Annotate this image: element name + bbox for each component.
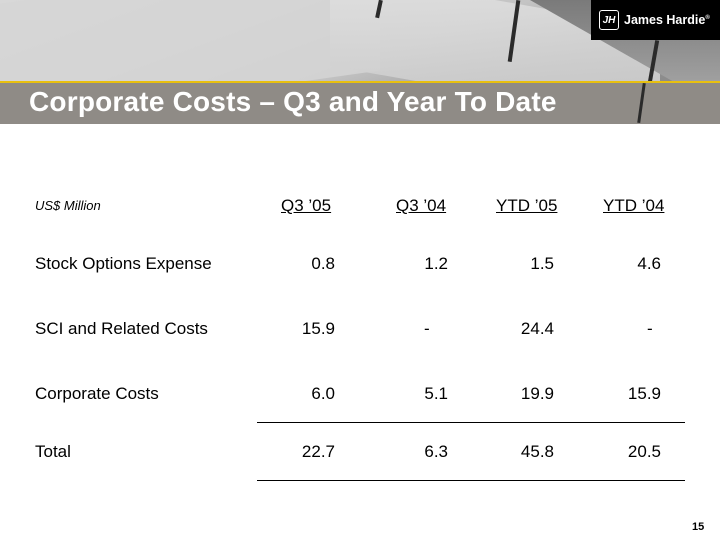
table-cell: - bbox=[424, 319, 430, 338]
table-cell: 1.5 bbox=[530, 254, 554, 273]
table-cell: 24.4 bbox=[520, 319, 554, 338]
accent-rule bbox=[0, 81, 720, 83]
row-label-total: Total bbox=[35, 442, 71, 461]
logo-text: James Hardie bbox=[624, 13, 706, 27]
table-cell: - bbox=[647, 319, 653, 338]
table-cell: 4.6 bbox=[637, 254, 661, 273]
unit-label: US$ Million bbox=[35, 198, 101, 213]
column-header-q3-05: Q3 ’05 bbox=[281, 196, 332, 215]
title-band bbox=[0, 83, 720, 124]
table-cell: 1.2 bbox=[424, 254, 448, 273]
row-label-stock-options: Stock Options Expense bbox=[35, 254, 212, 273]
table-cell: 22.7 bbox=[301, 442, 335, 461]
column-header-ytd-05: YTD ’05 bbox=[496, 196, 558, 215]
table-cell: 19.9 bbox=[520, 384, 554, 403]
column-header-ytd-04: YTD ’04 bbox=[603, 196, 665, 215]
table-cell: 20.5 bbox=[627, 442, 661, 461]
table-cell: 15.9 bbox=[301, 319, 335, 338]
table-cell: 15.9 bbox=[627, 384, 661, 403]
total-rule bbox=[257, 480, 685, 481]
page-title: Corporate Costs – Q3 and Year To Date bbox=[29, 86, 557, 117]
subtotal-rule bbox=[257, 422, 685, 423]
row-label-sci-costs: SCI and Related Costs bbox=[35, 319, 208, 338]
logo-mark-icon: JH bbox=[599, 10, 619, 30]
table-cell: 45.8 bbox=[520, 442, 554, 461]
company-logo: JH James Hardie® bbox=[591, 0, 720, 40]
table-cell: 6.3 bbox=[424, 442, 448, 461]
table-cell: 0.8 bbox=[311, 254, 335, 273]
table-cell: 6.0 bbox=[311, 384, 335, 403]
row-label-corporate-costs: Corporate Costs bbox=[35, 384, 159, 403]
page-number: 15 bbox=[692, 521, 705, 533]
table-cell: 5.1 bbox=[424, 384, 448, 403]
trademark-symbol: ® bbox=[705, 14, 710, 21]
column-header-q3-04: Q3 ’04 bbox=[396, 196, 447, 215]
